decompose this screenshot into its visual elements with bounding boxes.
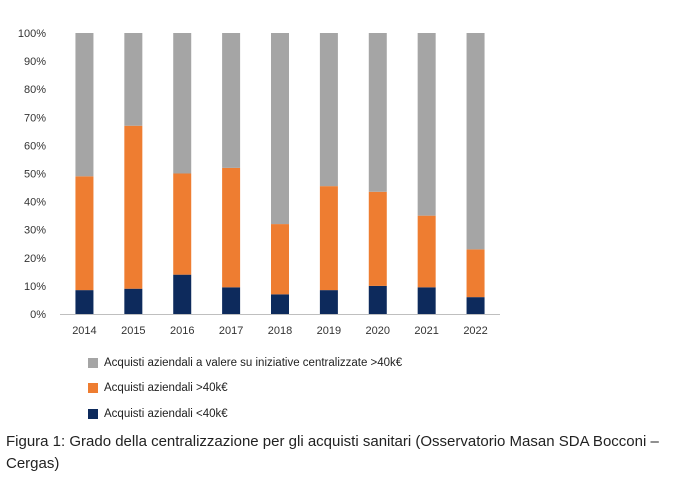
bar-segment-2019-series-0 xyxy=(319,290,338,314)
bar-segment-2017-series-2 xyxy=(222,33,241,168)
y-tick-label: 10% xyxy=(24,281,46,293)
bar-segment-2014-series-2 xyxy=(75,33,94,177)
figure-caption: Figura 1: Grado della centralizzazione p… xyxy=(6,433,659,472)
bar-segment-2015-series-1 xyxy=(124,125,143,289)
bar-segment-2016-series-0 xyxy=(173,274,192,314)
bar-segment-2018-series-0 xyxy=(271,294,289,314)
bar-segment-2022-series-0 xyxy=(466,297,485,314)
bar-segment-2021-series-1 xyxy=(417,215,436,288)
legend-item-over-40k: Acquisti aziendali >40k€ xyxy=(88,382,228,394)
bar-segment-2020-series-2 xyxy=(368,33,387,192)
bar-segment-2017-series-1 xyxy=(222,167,241,288)
y-tick-label: 70% xyxy=(24,112,46,124)
x-tick-label: 2015 xyxy=(121,325,145,337)
y-tick-label: 50% xyxy=(24,169,46,181)
bar-segment-2016-series-1 xyxy=(173,173,192,275)
y-tick-label: 90% xyxy=(24,56,46,68)
bar-segment-2014-series-0 xyxy=(75,290,94,314)
y-tick-label: 60% xyxy=(24,140,46,152)
y-tick-label: 40% xyxy=(24,197,46,209)
y-tick-label: 80% xyxy=(24,84,46,96)
bar-segment-2018-series-1 xyxy=(271,224,289,295)
legend-item-under-40k: Acquisti aziendali <40k€ xyxy=(88,408,228,420)
bar-segment-2015-series-0 xyxy=(124,288,143,314)
legend-label-under-40k: Acquisti aziendali <40k€ xyxy=(104,408,228,420)
bar-segment-2021-series-0 xyxy=(417,287,436,314)
x-tick-label: 2021 xyxy=(414,325,438,337)
y-tick-label: 100% xyxy=(18,28,46,40)
bar-segment-2021-series-2 xyxy=(417,33,436,216)
legend-swatch-centralized xyxy=(88,358,98,368)
bar-segment-2018-series-2 xyxy=(271,33,289,225)
bar-segment-2020-series-1 xyxy=(368,191,387,286)
y-tick-label: 30% xyxy=(24,225,46,237)
bar-segment-2014-series-1 xyxy=(75,176,94,291)
legend-swatch-under-40k xyxy=(88,409,98,419)
bar-segment-2022-series-2 xyxy=(466,33,485,250)
bar-segment-2015-series-2 xyxy=(124,33,143,126)
legend-label-over-40k: Acquisti aziendali >40k€ xyxy=(104,382,228,394)
bar-segment-2022-series-1 xyxy=(466,249,485,298)
legend-item-centralized: Acquisti aziendali a valere su iniziativ… xyxy=(88,357,402,369)
legend-swatch-over-40k xyxy=(88,383,98,393)
x-tick-label: 2016 xyxy=(170,325,194,337)
legend-label-centralized: Acquisti aziendali a valere su iniziativ… xyxy=(104,357,403,369)
x-tick-label: 2020 xyxy=(366,325,390,337)
stacked-bar-chart: 0% 10% 20% 30% 40% 50% 60% 70% 80% 90% 100% 2014 201… xyxy=(18,28,500,337)
x-tick-label: 2014 xyxy=(72,325,96,337)
bar-segment-2016-series-2 xyxy=(173,33,192,174)
x-tick-label: 2019 xyxy=(317,325,341,337)
y-tick-label: 20% xyxy=(24,253,46,265)
x-tick-label: 2022 xyxy=(463,325,487,337)
y-tick-label: 0% xyxy=(30,309,46,321)
bar-segment-2020-series-0 xyxy=(368,285,387,314)
x-tick-label: 2018 xyxy=(268,325,292,337)
x-tick-label: 2017 xyxy=(219,325,243,337)
bar-segment-2019-series-1 xyxy=(319,186,338,291)
bar-segment-2019-series-2 xyxy=(319,33,338,187)
bar-segment-2017-series-0 xyxy=(222,287,241,314)
